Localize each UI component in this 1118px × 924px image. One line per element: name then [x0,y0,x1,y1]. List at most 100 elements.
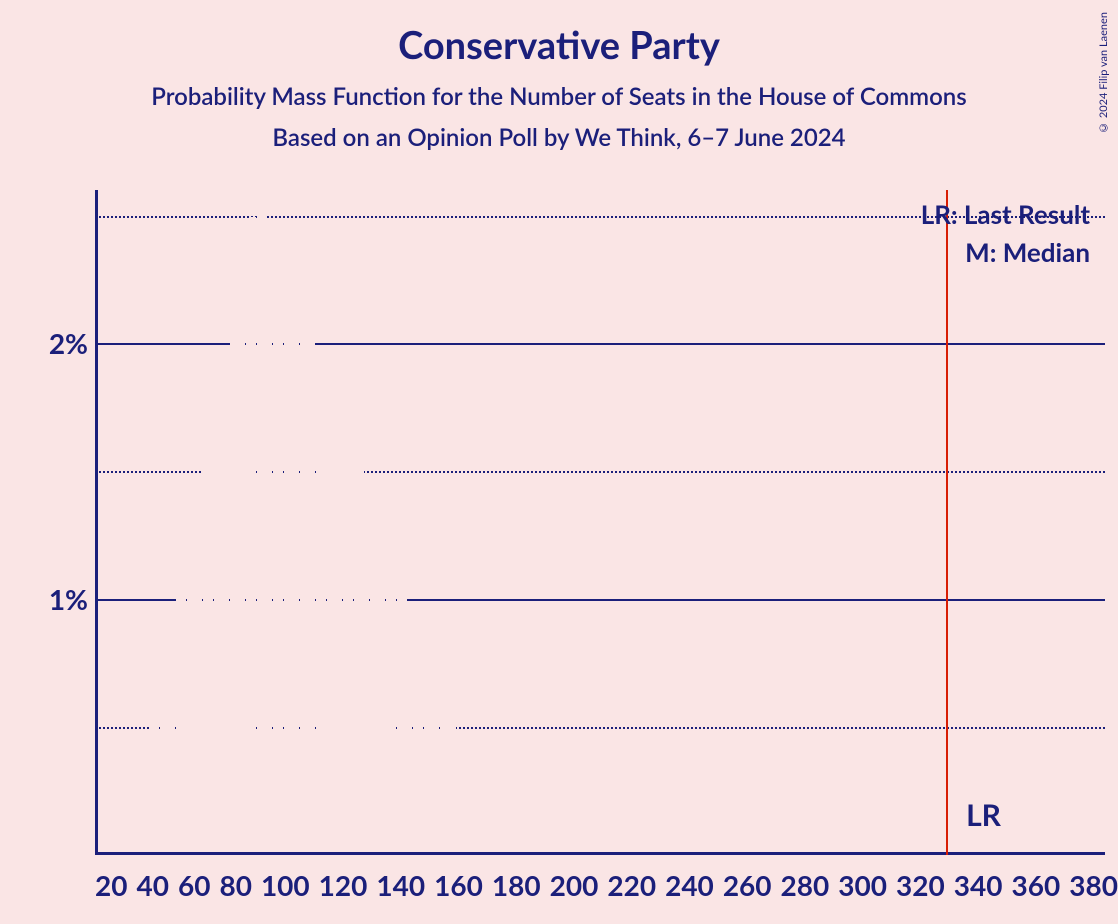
pmf-bar [402,589,407,855]
x-tick-label: 120 [319,868,368,902]
pmf-bar [149,722,154,855]
y-axis-label: 2% [49,326,88,360]
pmf-bar [181,562,186,855]
pmf-bar [359,471,364,855]
x-tick-label: 300 [838,868,887,902]
pmf-bar [305,323,310,855]
pmf-bar [267,220,272,855]
pmf-bar [197,483,202,855]
pmf-bar [391,559,396,855]
x-tick-label: 340 [954,868,1003,902]
pmf-bar [300,308,305,855]
chart-subtitle-1: Probability Mass Function for the Number… [0,82,1118,111]
x-tick-label: 280 [781,868,830,902]
pmf-bar [327,382,332,855]
pmf-bar [343,426,348,855]
pmf-bar [192,509,197,855]
x-axis [95,852,1105,855]
pmf-bar [273,234,278,855]
pmf-bar [219,376,224,855]
pmf-bar [187,536,192,855]
chart-title: Conservative Party [0,0,1118,68]
x-axis-labels: 2040608010012014016018020022024026028030… [95,868,1118,902]
pmf-bar [224,350,229,855]
pmf-bar [375,515,380,855]
pmf-bar [370,500,375,855]
pmf-bar [348,441,353,855]
pmf-bar [284,264,289,855]
pmf-bar [165,642,170,855]
pmf-bar [380,530,385,855]
x-tick-label: 380 [1069,868,1118,902]
pmf-bar [451,722,456,855]
pmf-bar [434,678,439,855]
pmf-bar [294,293,299,855]
pmf-bar [456,737,461,855]
legend-lr: LR: Last Result [921,198,1090,230]
legend-m: M: Median [965,236,1090,268]
pmf-bar [170,616,175,855]
pmf-bar [386,545,391,855]
pmf-bar [160,669,165,855]
pmf-bar [208,429,213,855]
x-tick-label: 140 [376,868,425,902]
pmf-bar [488,825,493,855]
x-tick-label: 360 [1011,868,1060,902]
pmf-bar [472,781,477,855]
x-tick-label: 240 [665,868,714,902]
pmf-bar [240,270,245,855]
pmf-bar [467,766,472,855]
pmf-bar [262,205,267,855]
x-tick-label: 200 [550,868,599,902]
chart-plot-area: LR: Last Result M: Median LR [95,190,1105,855]
pmf-bar [310,338,315,855]
pmf-bar [321,367,326,855]
pmf-bar [445,707,450,855]
pmf-bar [203,456,208,855]
pmf-bar [332,397,337,855]
x-tick-label: 60 [178,868,210,902]
pmf-bar [477,796,482,855]
pmf-bar [397,574,402,855]
pmf-bar [176,589,181,855]
pmf-bar [337,412,342,855]
x-tick-label: 320 [896,868,945,902]
pmf-bar [413,619,418,855]
pmf-bar [424,648,429,855]
x-tick-label: 40 [136,868,168,902]
pmf-bar [278,249,283,855]
y-axis [95,190,98,855]
x-tick-label: 100 [261,868,310,902]
y-axis-label: 1% [49,582,88,616]
pmf-bar [440,692,445,855]
copyright-text: © 2024 Filip van Laenen [1097,12,1110,134]
pmf-bar [251,217,256,855]
x-tick-label: 20 [95,868,127,902]
pmf-bar [364,486,369,855]
x-tick-label: 160 [434,868,483,902]
pmf-bar [316,353,321,855]
pmf-bar [257,190,262,855]
pmf-bar [407,604,412,855]
pmf-bar [354,456,359,855]
x-tick-label: 260 [723,868,772,902]
lr-marker-label: LR [966,797,1001,833]
pmf-bar [154,695,159,855]
pmf-bar [133,802,138,855]
pmf-bar [289,279,294,855]
x-tick-label: 180 [492,868,541,902]
pmf-bar [235,296,240,855]
pmf-bar [138,775,143,855]
x-tick-label: 80 [219,868,251,902]
pmf-bar [418,633,423,855]
pmf-bar [461,752,466,855]
pmf-bar [230,323,235,855]
pmf-bar [246,243,251,855]
x-tick-label: 220 [607,868,656,902]
chart-subtitle-2: Based on an Opinion Poll by We Think, 6–… [0,123,1118,152]
last-result-line [946,190,948,855]
pmf-bar [143,749,148,855]
pmf-bar [214,403,219,855]
pmf-bar [127,828,132,855]
pmf-bar [483,811,488,855]
